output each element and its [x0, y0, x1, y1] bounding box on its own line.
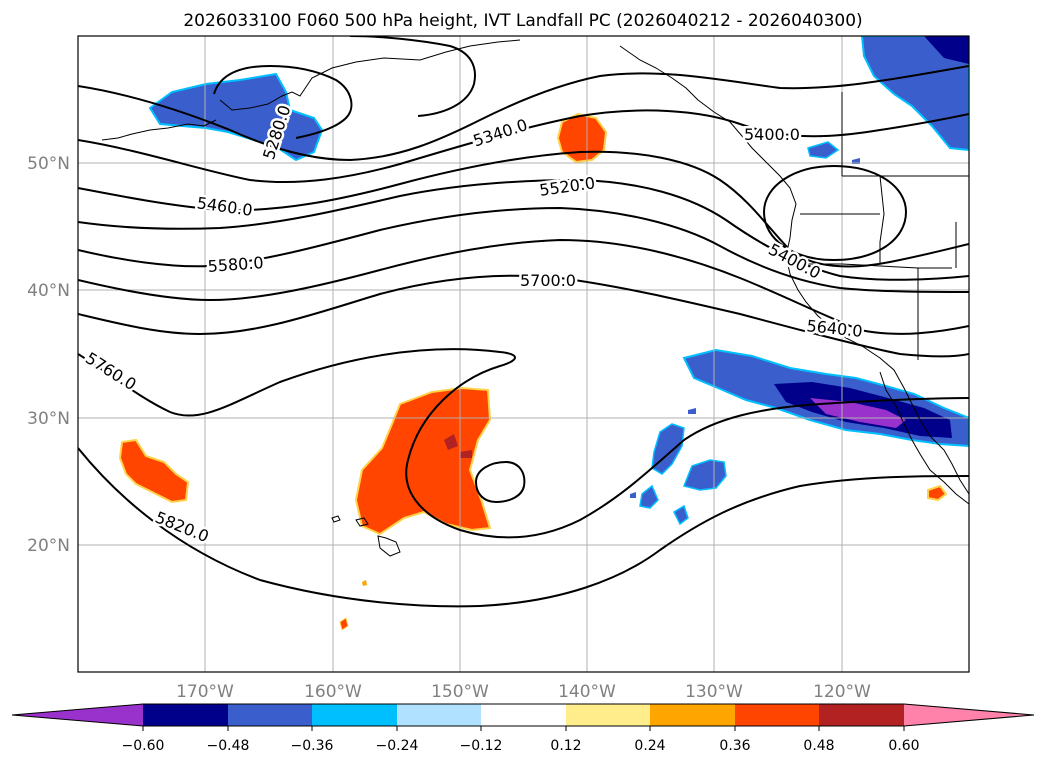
ivt-negative-blob-ne: [860, 36, 969, 152]
contour-5340: [78, 65, 969, 162]
colorbar-segment: [566, 704, 650, 726]
ivt-positive-blob-west: [118, 438, 190, 504]
colorbar-ticks: [142, 726, 905, 731]
colorbar-tick-label: 0.60: [888, 738, 919, 754]
contour-5760: [78, 348, 969, 539]
ivt-negative-blob-nw: [148, 72, 324, 162]
contour-5280: [213, 64, 353, 139]
colorbar-segment: [143, 704, 228, 726]
ivt-positive-core-2: [460, 450, 472, 458]
contour-5640: [78, 238, 969, 335]
coastline-aleutians: [101, 119, 217, 141]
ivt-negative-small-3: [639, 484, 659, 509]
contour-5400-closed: [762, 164, 908, 262]
colorbar-segment: [650, 704, 735, 726]
colorbar-extend-right: [904, 704, 1034, 726]
contour-5700: [78, 274, 969, 358]
coastline-hawaii-2: [355, 517, 369, 527]
ivt-positive-blob-central: [354, 386, 492, 536]
coastline-hawaii-3: [331, 515, 341, 523]
ivt-positive-blob-baja: [927, 484, 948, 502]
contour-5820: [78, 447, 969, 608]
ivt-negative-dot-2: [630, 492, 636, 498]
ivt-negative-small-4: [673, 504, 689, 526]
contour-5820-closed: [474, 460, 526, 504]
ivt-positive-core-1: [444, 434, 458, 450]
lat-tick-label: 20°N: [27, 536, 70, 556]
contour-5400: [78, 109, 969, 184]
colorbar-extend-left: [12, 704, 143, 726]
ivt-positive-dot-2: [362, 580, 367, 586]
ivt-negative-dot-1: [688, 408, 696, 414]
contour-5580: [78, 206, 969, 293]
lon-tick-labels: 170°W 160°W 150°W 140°W 130°W 120°W: [176, 682, 871, 702]
lon-tick-label: 160°W: [304, 682, 362, 702]
map-frame: [77, 35, 970, 673]
colorbar: −0.60 −0.48 −0.36 −0.24 −0.12 0.12 0.24 …: [11, 703, 1035, 754]
ivt-negative-small-2: [682, 459, 727, 491]
colorbar-tick-label: −0.36: [291, 738, 334, 754]
ivt-negative-band-purple: [810, 398, 906, 428]
coastline-bc-panhandle: [619, 45, 969, 495]
contour-5280-loop: [349, 36, 476, 117]
ivt-negative-features: [148, 36, 969, 526]
lon-tick-label: 130°W: [685, 682, 743, 702]
lon-tick-label: 140°W: [558, 682, 616, 702]
lat-tick-label: 30°N: [27, 409, 70, 429]
coastline-hawaii-1: [377, 535, 401, 557]
colorbar-tick-label: −0.48: [207, 738, 250, 754]
colorbar-tick-label: 0.24: [634, 738, 665, 754]
lon-tick-label: 120°W: [813, 682, 871, 702]
map-area: 5280.0 5340.0 5400.0 5400.0 5460.0 5520.…: [77, 35, 970, 673]
colorbar-segment: [481, 704, 566, 726]
contour-5520: [78, 178, 969, 281]
colorbar-segment: [228, 704, 312, 726]
lat-tick-labels: 20°N 30°N 40°N 50°N: [27, 154, 70, 556]
colorbar-segment: [397, 704, 481, 726]
coastlines: [101, 39, 969, 557]
ivt-negative-ne-core: [924, 36, 969, 64]
colorbar-tick-label: 0.48: [803, 738, 834, 754]
ivt-negative-small-5: [807, 141, 840, 159]
coastline-baja: [879, 371, 969, 505]
map-title: 2026033100 F060 500 hPa height, IVT Land…: [183, 11, 862, 31]
colorbar-tick-label: 0.12: [550, 738, 581, 754]
lat-tick-label: 50°N: [27, 154, 70, 174]
colorbar-tick-label: −0.24: [376, 738, 419, 754]
ivt-positive-dot-1: [339, 617, 349, 631]
lon-tick-label: 170°W: [176, 682, 234, 702]
colorbar-tick-label: −0.60: [122, 738, 165, 754]
border-state-1: [879, 175, 885, 264]
colorbar-segment: [819, 704, 904, 726]
contour-label-5400-north: 5400.0: [744, 125, 800, 144]
contour-5460: [78, 150, 969, 268]
ivt-positive-blob-north: [556, 112, 608, 164]
contour-label-5700: 5700.0: [520, 271, 576, 290]
height-contours: [78, 36, 969, 608]
colorbar-segment: [312, 704, 397, 726]
lat-tick-label: 40°N: [27, 281, 70, 301]
colorbar-tick-label: −0.12: [460, 738, 503, 754]
colorbar-tick-label: 0.36: [719, 738, 750, 754]
contour-label-5580: 5580.0: [207, 253, 264, 276]
lon-tick-label: 150°W: [431, 682, 489, 702]
colorbar-segment: [735, 704, 819, 726]
